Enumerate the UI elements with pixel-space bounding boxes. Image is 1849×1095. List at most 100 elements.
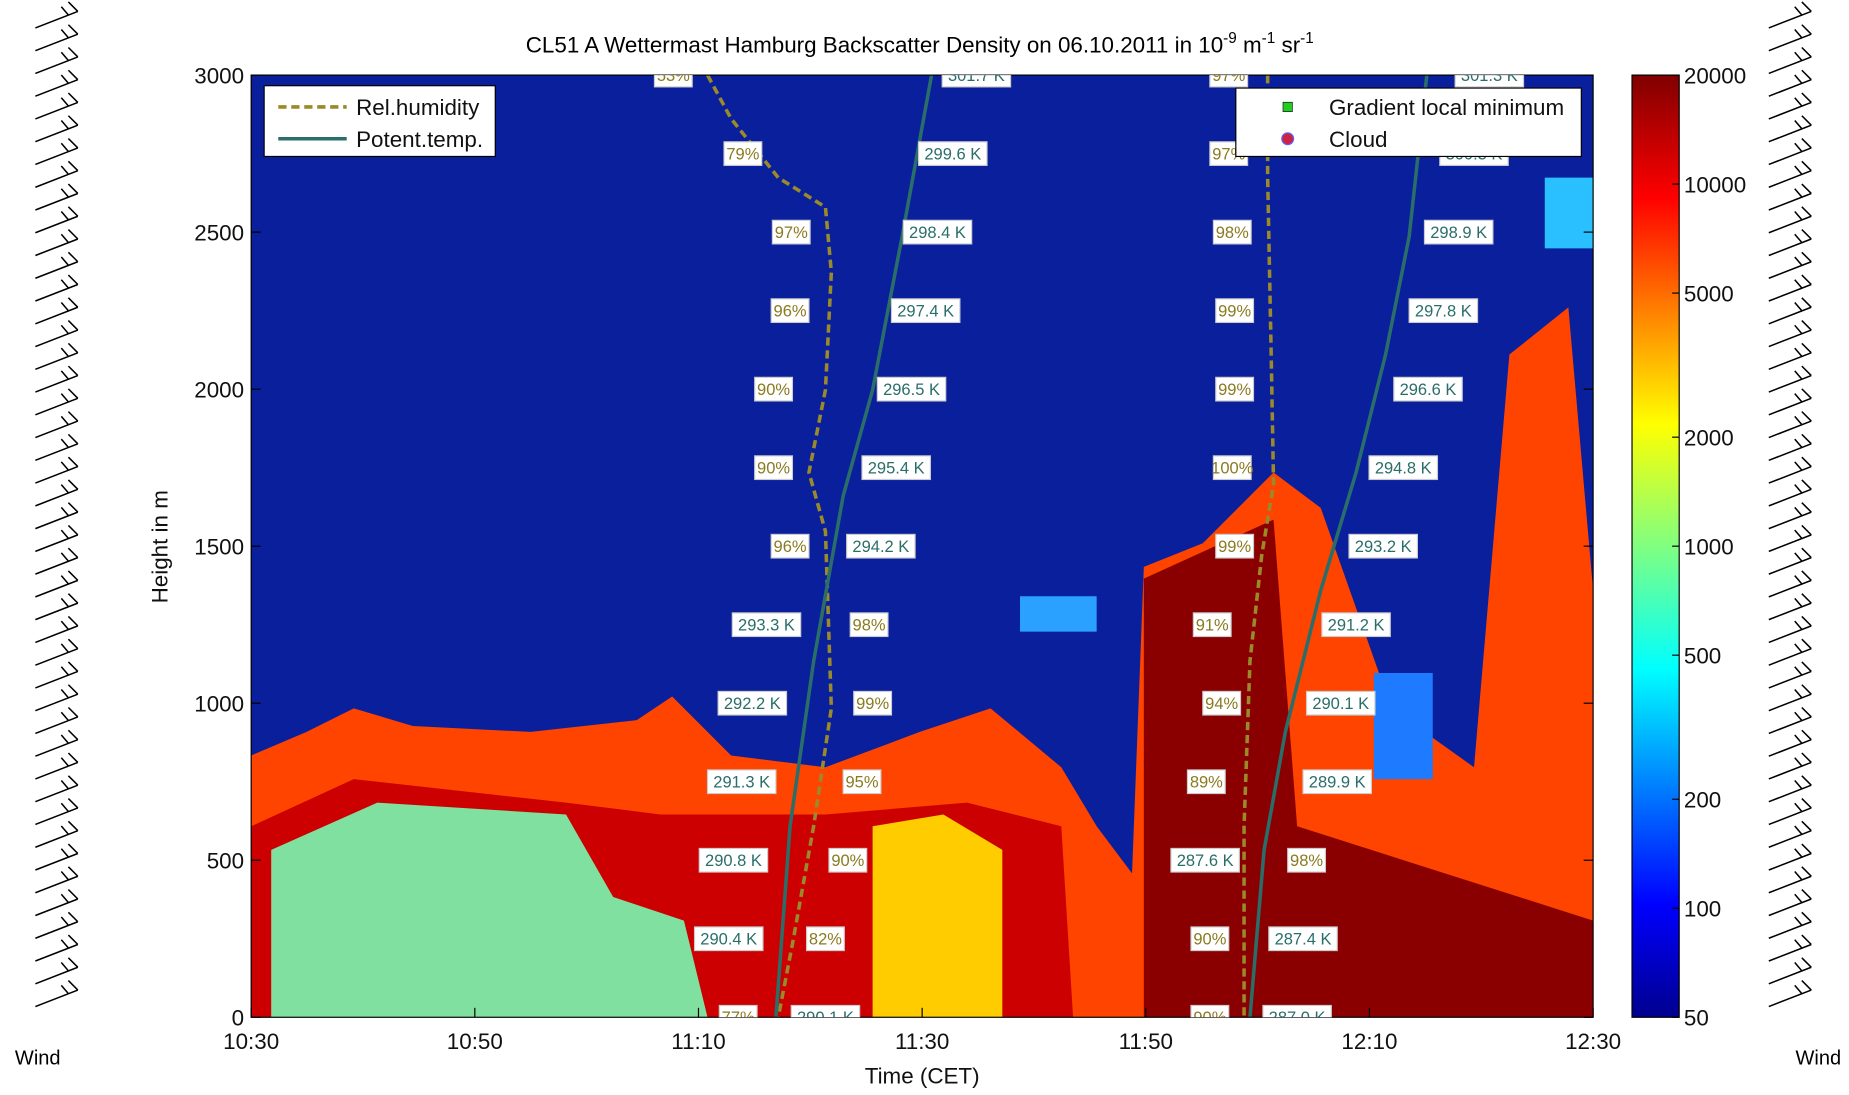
temp-label: 290.8 K <box>705 852 762 870</box>
wind-barb <box>1768 297 1812 325</box>
temp-label: 287.4 K <box>1275 931 1332 949</box>
title: -1 <box>1300 30 1314 47</box>
temp-label: 290.1 K <box>1312 695 1369 713</box>
legend-marker <box>1282 101 1293 112</box>
y-tick-label: 0 <box>232 1006 244 1031</box>
rh-label: 53% <box>657 67 690 85</box>
wind-barb <box>1768 388 1812 416</box>
wind-barb <box>1768 365 1812 393</box>
wind-barb <box>35 69 79 97</box>
label-box <box>1368 455 1439 481</box>
wind-barb <box>35 433 79 462</box>
wind-barb <box>35 889 79 917</box>
label-box <box>1321 612 1391 638</box>
x-tick-label: 10:30 <box>223 1029 279 1054</box>
wind-barb <box>35 411 79 439</box>
rh-label: 96% <box>774 303 807 321</box>
label-box <box>1287 847 1327 873</box>
temp-label: 301.7 K <box>948 67 1005 85</box>
temp-label: 290.1 K <box>797 1009 854 1027</box>
label-box <box>1215 533 1255 559</box>
wind-barb <box>1768 797 1812 826</box>
temp-label: 299.6 K <box>924 145 981 163</box>
label-box <box>1393 376 1463 402</box>
temp-label: 287.0 K <box>1269 1009 1326 1027</box>
temp-label: 293.2 K <box>1355 538 1412 556</box>
x-tick-label: 10:50 <box>447 1029 503 1054</box>
label-box <box>890 298 961 324</box>
temp-label: 294.8 K <box>1375 460 1432 478</box>
colorbar-tick-label: 10000 <box>1684 172 1746 197</box>
colorbar-tick-label: 100 <box>1684 897 1721 922</box>
y-label: Height in m <box>147 490 172 603</box>
label-box <box>842 769 882 795</box>
label-box <box>1454 75 1525 88</box>
label-box <box>1190 1004 1230 1018</box>
label-box <box>1268 926 1338 952</box>
wind-barb <box>35 388 79 416</box>
rh-label: 98% <box>1290 852 1323 870</box>
label-box <box>1202 690 1242 716</box>
temp-label: 290.4 K <box>700 931 757 949</box>
label-box <box>1212 219 1252 245</box>
wind-barb <box>35 479 79 507</box>
legend-label: Gradient local minimum <box>1329 95 1564 120</box>
wind-barb <box>1768 251 1812 279</box>
label-box <box>1190 926 1230 952</box>
temp-label: 289.9 K <box>1309 774 1366 792</box>
wind-barb <box>35 684 79 712</box>
y-tick-label: 2000 <box>194 377 244 402</box>
rh-label: 99% <box>1218 381 1251 399</box>
rh-label: 100% <box>1211 460 1254 478</box>
label-box <box>846 533 916 559</box>
rh-label: 99% <box>856 695 889 713</box>
wind-barb <box>35 638 79 666</box>
wind-barb <box>1768 229 1812 257</box>
wind-barb <box>1768 820 1812 848</box>
wind-barb <box>35 229 79 257</box>
label-box <box>731 612 802 638</box>
wind-barb <box>1768 502 1812 530</box>
wind-barb <box>1768 638 1812 666</box>
wind-barb <box>35 24 79 52</box>
label-box <box>718 1004 758 1018</box>
wind-barb <box>35 820 79 848</box>
rh-label: 90% <box>831 852 864 870</box>
label-box <box>861 455 931 481</box>
rh-label: 91% <box>1196 617 1229 635</box>
wind-barb <box>1768 547 1812 575</box>
colorbar-tick-label: 5000 <box>1684 281 1734 306</box>
label-box <box>653 75 693 88</box>
label-box <box>902 219 973 245</box>
wind-barb <box>1768 342 1812 371</box>
title: m <box>1237 33 1262 58</box>
temp-label: 298.9 K <box>1430 224 1487 242</box>
temp-label: 287.6 K <box>1177 852 1234 870</box>
wind-label: Wind <box>15 1047 61 1069</box>
chart-title: CL51 A Wettermast Hamburg Backscatter De… <box>526 30 1314 57</box>
wind-barb <box>1768 274 1812 302</box>
wind-barb <box>35 137 79 166</box>
wind-barb <box>35 183 79 211</box>
wind-barb <box>1768 684 1812 712</box>
wind-barb <box>35 661 79 689</box>
temp-label: 295.4 K <box>868 460 925 478</box>
wind-barb <box>1768 593 1812 621</box>
wind-barb <box>1768 524 1812 553</box>
temp-label: 292.2 K <box>724 695 781 713</box>
rh-label: 77% <box>722 1009 755 1027</box>
rh-label: 90% <box>1193 931 1226 949</box>
wind-barb <box>35 866 79 894</box>
wind-barb <box>1768 69 1812 97</box>
x-label: Time (CET) <box>865 1063 980 1088</box>
wind-barb <box>1768 843 1812 871</box>
label-box <box>754 455 794 481</box>
label-box <box>876 376 947 402</box>
temp-label: 291.2 K <box>1328 617 1385 635</box>
x-tick-label: 11:30 <box>895 1029 949 1054</box>
wind-barb <box>1768 433 1812 462</box>
soundings: 53% 301.7 K 79% 299.6 K 97% 298.4 K 96% 297.4 K… <box>653 67 1525 1027</box>
temp-label: 296.5 K <box>883 381 940 399</box>
wind-barb <box>35 797 79 826</box>
